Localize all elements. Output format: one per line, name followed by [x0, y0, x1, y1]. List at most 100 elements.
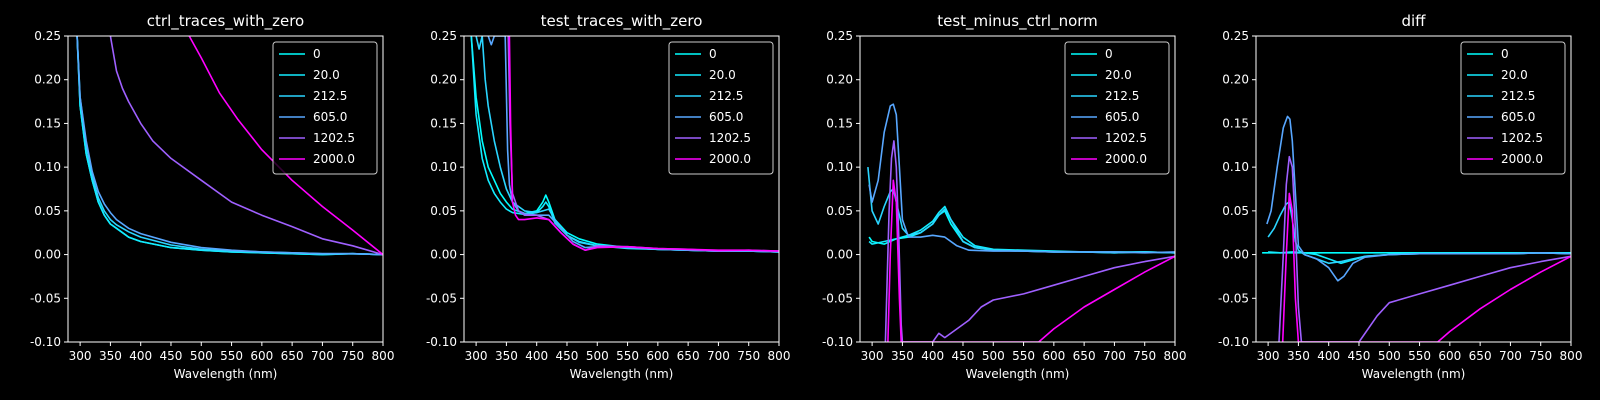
x-axis-label: Wavelength (nm) — [966, 367, 1070, 381]
legend-label: 0 — [709, 47, 717, 61]
x-tick-label: 800 — [1164, 349, 1187, 363]
legend: 0 20.0 212.5 605.0 1202.5 2000.0 — [1064, 41, 1170, 175]
series-line-4 — [1278, 155, 1571, 342]
y-tick-label: 0.20 — [826, 73, 853, 87]
chart-title: diff — [1401, 12, 1426, 30]
legend-label: 212.5 — [1105, 89, 1139, 103]
series-group — [867, 103, 1175, 342]
y-tick-label: -0.05 — [30, 291, 61, 305]
legend-label: 1202.5 — [709, 131, 751, 145]
x-tick-label: 400 — [1317, 349, 1340, 363]
axes-frame — [859, 35, 1176, 343]
x-tick-label: 750 — [1529, 349, 1552, 363]
x-tick-label: 700 — [1103, 349, 1126, 363]
y-tick-label: 0.10 — [430, 160, 457, 174]
legend-label: 2000.0 — [1501, 152, 1543, 166]
x-tick-label: 600 — [1438, 349, 1461, 363]
x-tick-label: 400 — [129, 349, 152, 363]
legend: 0 20.0 212.5 605.0 1202.5 2000.0 — [1460, 41, 1566, 175]
legend-label: 2000.0 — [1105, 152, 1147, 166]
x-tick-label: 750 — [1133, 349, 1156, 363]
series-line-5 — [1281, 192, 1571, 342]
legend-label: 0 — [313, 47, 321, 61]
x-tick-label: 650 — [677, 349, 700, 363]
x-tick-label: 500 — [982, 349, 1005, 363]
y-tick-label: -0.05 — [1218, 291, 1249, 305]
x-tick-label: 700 — [707, 349, 730, 363]
axes-frame — [463, 35, 780, 343]
x-tick-label: 550 — [1012, 349, 1035, 363]
x-axis-label: Wavelength (nm) — [1362, 367, 1466, 381]
x-tick-label: 450 — [160, 349, 183, 363]
x-tick-label: 600 — [250, 349, 273, 363]
series-line-3 — [76, 36, 383, 256]
chart-panel-0: ctrl_traces_with_zero 300 350 400 450 500 550 6… — [30, 12, 395, 381]
x-tick-label: 400 — [921, 349, 944, 363]
x-tick-label: 600 — [1042, 349, 1065, 363]
y-tick-label: 0.10 — [34, 160, 61, 174]
x-tick-label: 800 — [1560, 349, 1583, 363]
x-tick-label: 800 — [372, 349, 395, 363]
legend-label: 605.0 — [1105, 110, 1139, 124]
y-tick-label: 0.20 — [430, 73, 457, 87]
x-tick-label: 500 — [190, 349, 213, 363]
chart-title: ctrl_traces_with_zero — [147, 12, 304, 31]
y-tick-label: 0.05 — [826, 204, 853, 218]
y-tick-label: 0.15 — [34, 116, 61, 130]
series-group — [470, 36, 779, 253]
x-tick-label: 450 — [556, 349, 579, 363]
legend-label: 20.0 — [1105, 68, 1132, 82]
series-line-1 — [76, 36, 383, 256]
y-tick-label: -0.10 — [426, 335, 457, 349]
series-line-3 — [487, 36, 779, 253]
series-group — [1262, 115, 1571, 342]
x-tick-label: 650 — [1073, 349, 1096, 363]
y-tick-label: 0.15 — [1222, 116, 1249, 130]
y-tick-label: -0.10 — [1218, 335, 1249, 349]
series-line-2 — [867, 167, 1175, 254]
y-tick-label: 0.10 — [826, 160, 853, 174]
axes-frame — [67, 35, 384, 343]
legend: 0 20.0 212.5 605.0 1202.5 2000.0 — [668, 41, 774, 175]
y-tick-label: -0.05 — [822, 291, 853, 305]
x-tick-label: 750 — [737, 349, 760, 363]
chart-panel-2: test_minus_ctrl_norm 300 350 400 450 500 550 60… — [822, 12, 1187, 381]
legend-label: 20.0 — [709, 68, 736, 82]
x-tick-label: 800 — [768, 349, 791, 363]
legend-label: 212.5 — [709, 89, 743, 103]
chart-panel-1: test_traces_with_zero 300 350 400 450 500 550 6… — [426, 12, 791, 381]
y-tick-label: 0.00 — [430, 248, 457, 262]
legend-label: 212.5 — [1501, 89, 1535, 103]
legend-label: 1202.5 — [1501, 131, 1543, 145]
chart-title: test_minus_ctrl_norm — [937, 12, 1098, 31]
y-tick-label: -0.10 — [30, 335, 61, 349]
x-tick-label: 750 — [341, 349, 364, 363]
legend-label: 2000.0 — [313, 152, 355, 166]
y-tick-label: 0.00 — [1222, 248, 1249, 262]
legend: 0 20.0 212.5 605.0 1202.5 2000.0 — [272, 41, 378, 175]
y-tick-label: 0.15 — [430, 116, 457, 130]
y-tick-label: 0.25 — [34, 29, 61, 43]
legend-label: 0 — [1105, 47, 1113, 61]
y-tick-label: 0.25 — [826, 29, 853, 43]
x-tick-label: 550 — [220, 349, 243, 363]
series-group — [76, 36, 383, 256]
y-tick-label: 0.00 — [826, 248, 853, 262]
series-line-5 — [887, 179, 1175, 342]
legend-label: 605.0 — [1501, 110, 1535, 124]
x-tick-label: 700 — [311, 349, 334, 363]
x-tick-label: 450 — [1348, 349, 1371, 363]
series-line-4 — [109, 36, 383, 256]
y-tick-label: 0.15 — [826, 116, 853, 130]
x-tick-label: 400 — [525, 349, 548, 363]
x-tick-label: 500 — [1378, 349, 1401, 363]
x-tick-label: 550 — [1408, 349, 1431, 363]
series-line-3 — [1266, 115, 1571, 282]
legend-label: 212.5 — [313, 89, 347, 103]
x-tick-label: 350 — [1287, 349, 1310, 363]
series-line-5 — [188, 36, 383, 256]
x-tick-label: 300 — [69, 349, 92, 363]
x-tick-label: 450 — [952, 349, 975, 363]
y-tick-label: -0.10 — [822, 335, 853, 349]
